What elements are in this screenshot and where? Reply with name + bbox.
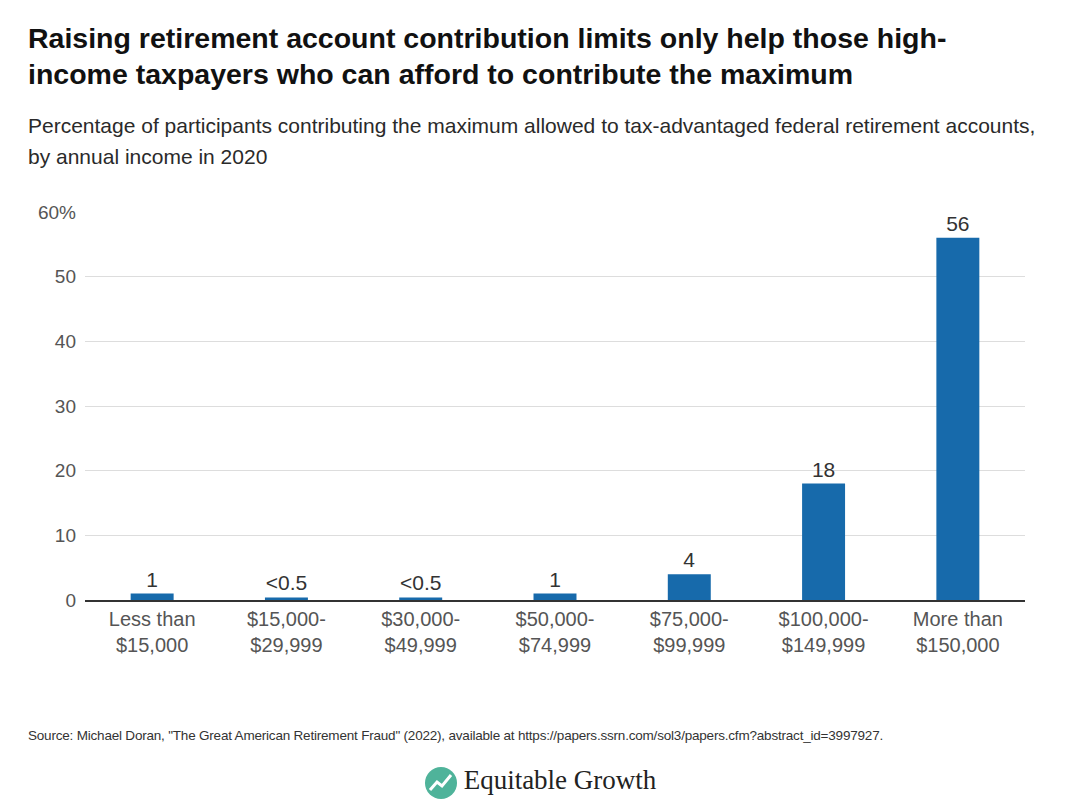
svg-text:$50,000-$74,999: $50,000-$74,999 [516,608,595,656]
svg-text:18: 18 [812,458,835,481]
svg-text:$75,000-$99,999: $75,000-$99,999 [650,608,729,656]
svg-text:56: 56 [946,212,969,235]
svg-text:50: 50 [55,266,76,287]
svg-text:60%: 60% [38,202,76,223]
svg-text:<0.5: <0.5 [266,571,307,594]
svg-text:$100,000-$149,999: $100,000-$149,999 [779,608,869,656]
svg-text:20: 20 [55,460,76,481]
svg-text:4: 4 [683,548,695,571]
html-text:Equitable Growth: Equitable Growth [463,765,657,795]
svg-text:More than$150,000: More than$150,000 [913,608,1003,656]
html-text:Source: Michael Doran, "The Gr: Source: Michael Doran, "The Great Americ… [28,728,883,743]
svg-text:1: 1 [549,568,561,591]
svg-text:10: 10 [55,525,76,546]
svg-text:1: 1 [146,568,158,591]
svg-text:$15,000-$29,999: $15,000-$29,999 [247,608,326,656]
svg-text:40: 40 [55,331,76,352]
svg-text:0: 0 [65,590,76,611]
svg-text:<0.5: <0.5 [400,571,441,594]
svg-text:Less than$15,000: Less than$15,000 [109,608,196,656]
svg-text:30: 30 [55,396,76,417]
html-text:Raising retirement account con: Raising retirement account contribution … [28,22,947,90]
svg-text:$30,000-$49,999: $30,000-$49,999 [381,608,460,656]
html-text:Percentage of participants con: Percentage of participants contributing … [28,114,1036,168]
